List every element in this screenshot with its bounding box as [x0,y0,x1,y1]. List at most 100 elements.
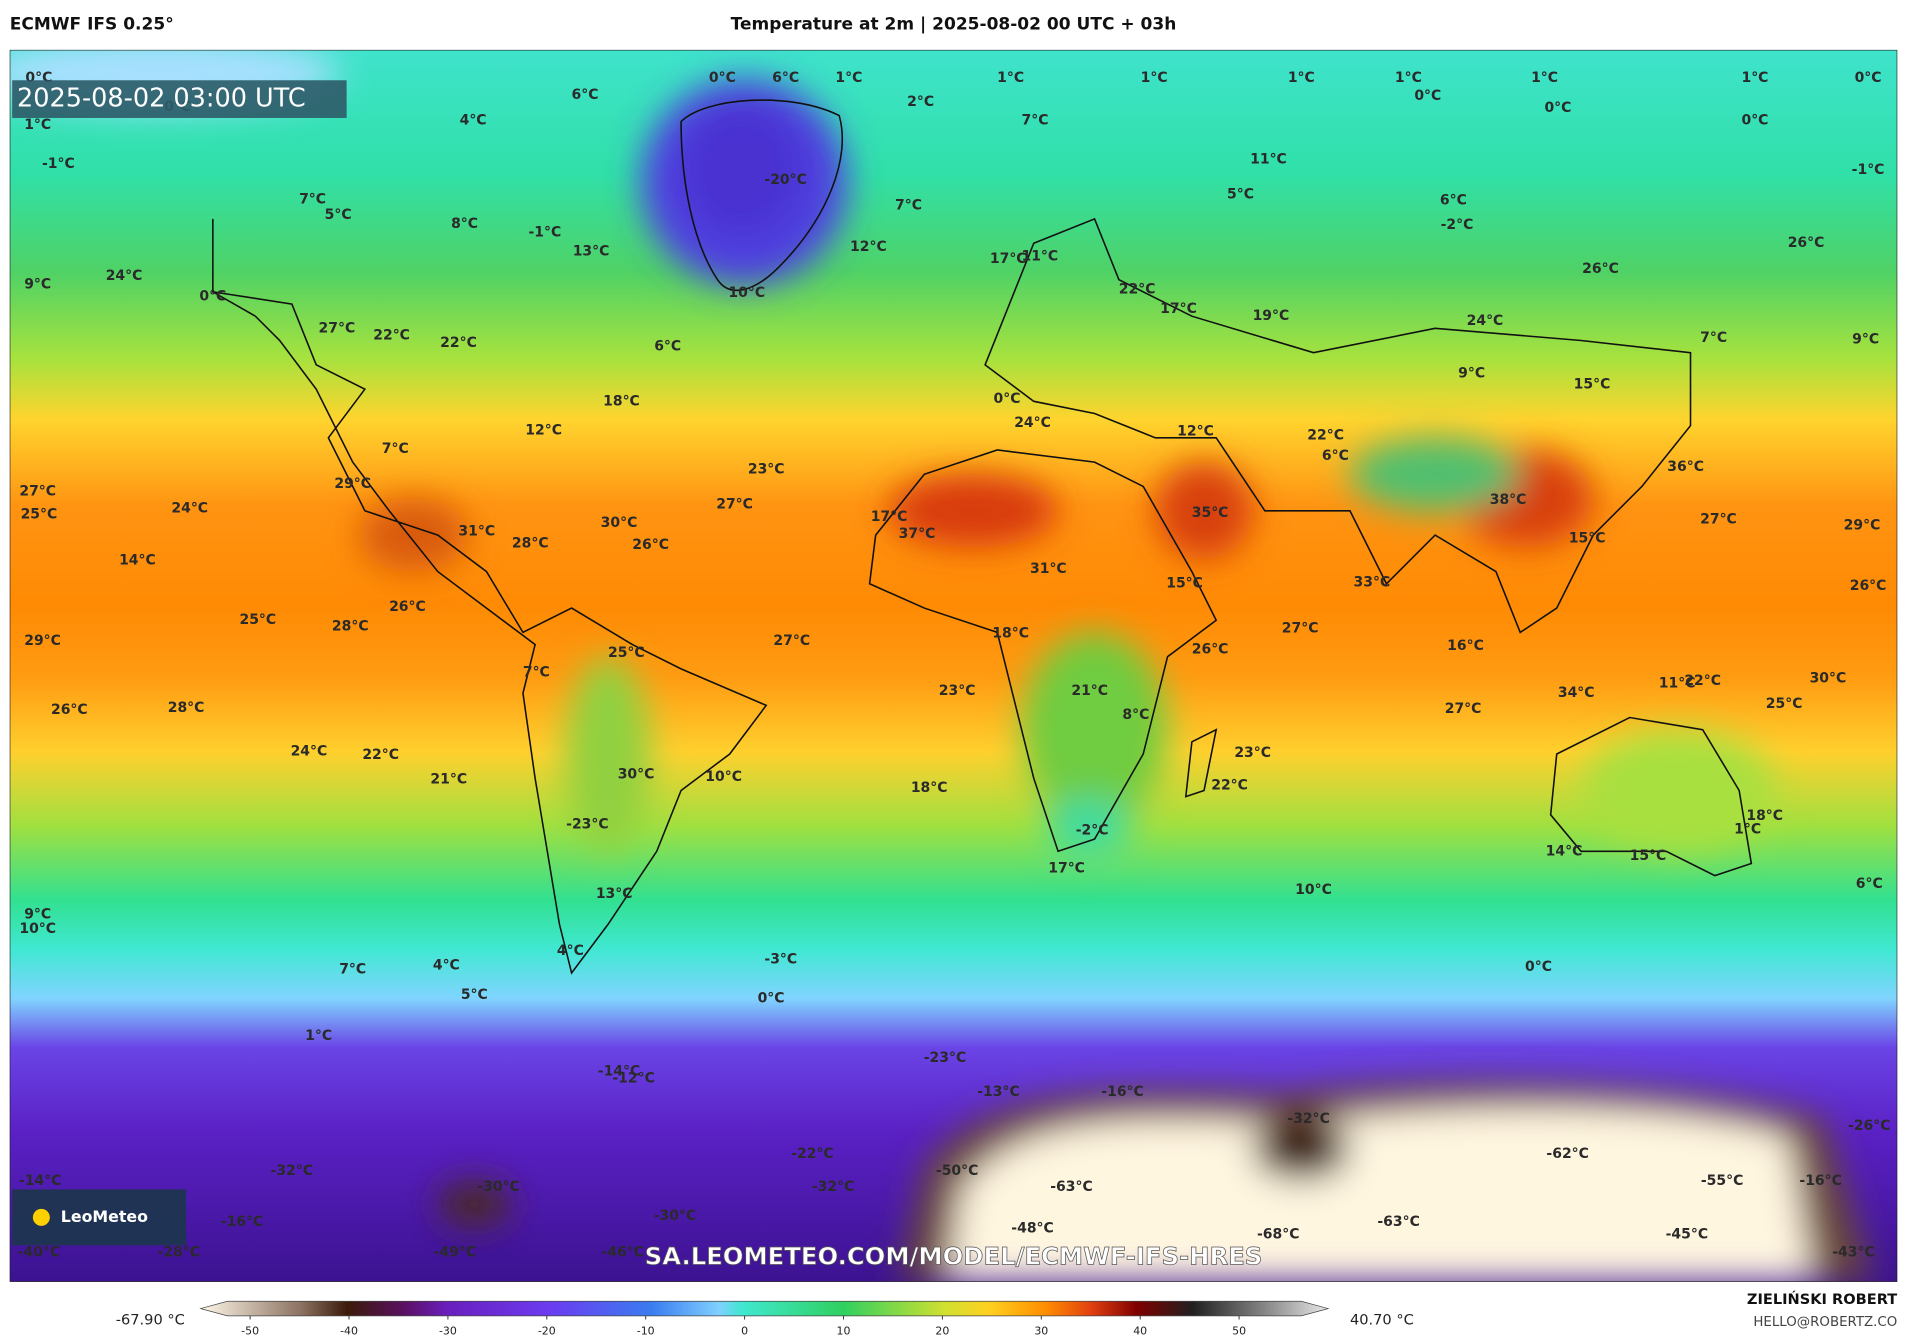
temperature-label: 6°C [1322,448,1349,464]
temperature-label: -49°C [434,1245,476,1261]
temperature-label: -62°C [1546,1146,1588,1162]
temperature-label: -63°C [1050,1179,1092,1195]
temperature-label: 6°C [572,87,599,103]
colorbar-tick-label: 30 [1034,1325,1048,1338]
temperature-label: 14°C [119,553,156,569]
temperature-label: 1°C [1741,70,1768,86]
temperature-label: -48°C [1011,1220,1053,1236]
colorbar-tick-label: 0 [741,1325,748,1338]
temperature-label: 25°C [1766,696,1803,712]
temperature-label: 12°C [1177,424,1214,440]
temperature-label: 7°C [895,198,922,214]
field-features [9,49,1873,1282]
temperature-label: -26°C [1848,1118,1890,1134]
temperature-label: 27°C [319,320,356,336]
temperature-label: 22°C [1119,281,1156,297]
temperature-label: -2°C [1441,217,1474,233]
temperature-label: 21°C [1071,683,1108,699]
temperature-label: 30°C [1810,671,1847,687]
temperature-label: 25°C [239,612,276,628]
colorbar-tick-label: -10 [637,1325,655,1338]
temperature-label: 28°C [168,700,205,716]
temperature-label: 30°C [601,515,638,531]
temperature-label: 22°C [373,328,410,344]
temperature-label: 5°C [1227,187,1254,203]
temperature-label: 1°C [1395,70,1422,86]
temperature-label: 22°C [1307,427,1344,443]
temperature-label: -46°C [601,1245,643,1261]
colorbar-min: -67.90 °C [116,1312,185,1329]
temperature-label: 17°C [871,509,908,525]
temperature-label: 24°C [1467,313,1504,329]
map-title: Temperature at 2m | 2025-08-02 00 UTC + … [731,14,1177,34]
timestamp-box [12,80,347,118]
temperature-label: 24°C [171,500,208,516]
temperature-label: 8°C [451,216,478,232]
temperature-label: 21°C [430,772,467,788]
temperature-label: 22°C [1211,778,1248,794]
temperature-label: 1°C [1141,70,1168,86]
temperature-label: 11°C [1022,249,1059,265]
temperature-label: -14°C [598,1063,640,1079]
temperature-labels: 0°C 0°C 1°C -1°C 6°C 4°C 0°C 6°C 1°C 2°C 1°C 1°C 1°C… [18,70,1891,1261]
colorbar-tick-label: -20 [538,1325,556,1338]
temperature-label: 26°C [1582,261,1619,277]
timestamp: 2025-08-02 03:00 UTC [17,84,306,114]
temperature-label: 29°C [334,476,371,492]
temperature-label: -50°C [936,1163,978,1179]
temperature-label: 12°C [850,239,887,255]
temperature-label: 6°C [772,70,799,86]
temperature-label: 11°C [1250,151,1287,167]
colorbar-tick-label: -50 [241,1325,259,1338]
temperature-label: 27°C [1445,701,1482,717]
temperature-label: -68°C [1257,1226,1299,1242]
temperature-label: 7°C [523,665,550,681]
colorbar-tick-label: 40 [1133,1325,1147,1338]
temperature-label: 31°C [458,523,495,539]
map: 0°C 0°C 1°C -1°C 6°C 4°C 0°C 6°C 1°C 2°C 1°C 1°C 1°C… [9,49,1898,1282]
temperature-label: -12°C [612,1071,654,1087]
temperature-label: 5°C [461,987,488,1003]
temperature-label: 2°C [907,94,934,110]
temperature-label: 11°C [1659,675,1696,691]
temperature-label: -3°C [764,952,797,968]
temperature-label: 22°C [440,335,477,351]
temperature-label: 36°C [1667,459,1704,475]
temperature-label: 1°C [305,1028,332,1044]
temperature-label: 24°C [291,744,328,760]
temperature-label: 15°C [1574,376,1611,392]
temperature-label: 23°C [939,683,976,699]
temperature-label: 1°C [1531,70,1558,86]
temperature-label: 27°C [1282,621,1319,637]
temperature-label: 0°C [1525,959,1552,975]
temperature-label: 9°C [1852,331,1879,347]
temperature-label: -30°C [477,1179,519,1195]
email: HELLO@ROBERTZ.CO [1753,1315,1897,1330]
temperature-label: 28°C [512,536,549,552]
temperature-label: 14°C [1546,843,1583,859]
temperature-label: 26°C [1788,235,1825,251]
logo-sun [32,1208,50,1226]
temperature-label: -16°C [1799,1173,1841,1189]
temperature-label: -45°C [1666,1226,1708,1242]
temperature-label: -32°C [812,1179,854,1195]
temperature-label: 35°C [1192,505,1229,521]
temperature-label: 25°C [21,506,58,522]
temperature-label: 29°C [24,633,61,649]
temperature-label: 1°C [1288,70,1315,86]
temperature-label: 4°C [557,943,584,959]
temperature-label: -14°C [19,1173,61,1189]
temperature-label: -55°C [1701,1173,1743,1189]
temperature-label: 0°C [994,391,1021,407]
temperature-label: -30°C [654,1208,696,1224]
temperature-label: 13°C [573,244,610,260]
temperature-label: 26°C [632,537,669,553]
colorbar-tick-label: -40 [340,1325,358,1338]
temperature-label: 17°C [1048,860,1085,876]
temperature-label: -16°C [1101,1084,1143,1100]
temperature-label: 26°C [1850,578,1887,594]
colorbar-max: 40.70 °C [1350,1312,1414,1329]
temperature-label: 12°C [525,423,562,439]
temperature-label: 6°C [654,339,681,355]
temperature-label: -63°C [1377,1214,1419,1230]
